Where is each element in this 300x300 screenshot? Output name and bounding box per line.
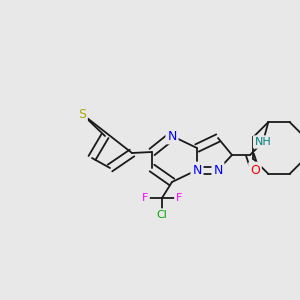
Text: N: N	[213, 164, 223, 176]
Text: F: F	[142, 193, 148, 203]
Text: NH: NH	[255, 137, 272, 147]
Text: O: O	[250, 164, 260, 176]
Text: S: S	[78, 107, 86, 121]
Text: N: N	[192, 164, 202, 176]
Text: Cl: Cl	[157, 210, 167, 220]
Text: N: N	[167, 130, 177, 142]
Text: F: F	[176, 193, 182, 203]
